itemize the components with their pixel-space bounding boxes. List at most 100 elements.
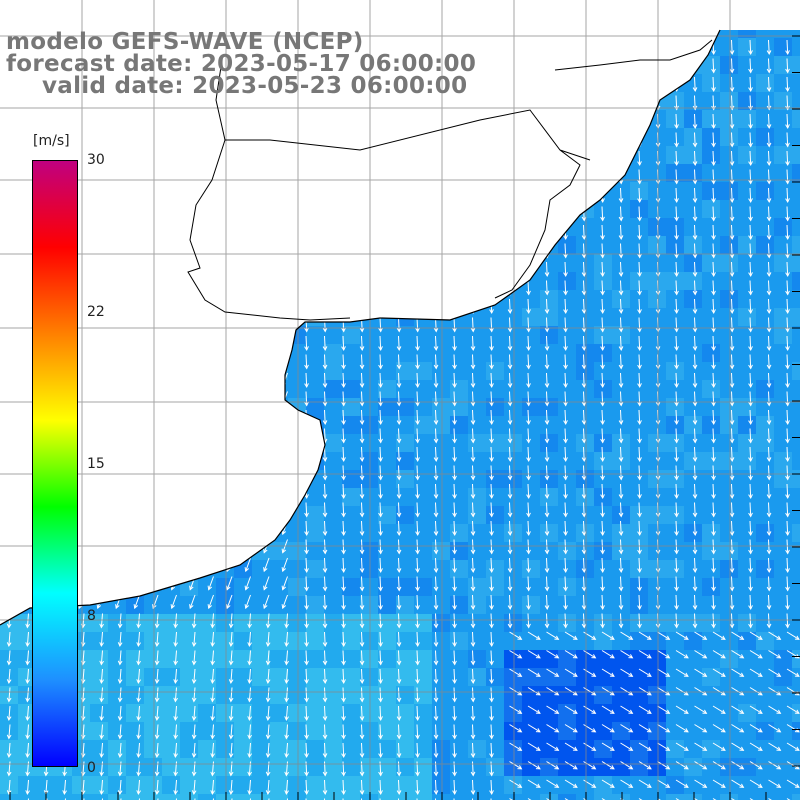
wind-arrow (692, 317, 698, 333)
speed-cell (630, 758, 648, 776)
speed-cell (666, 128, 684, 146)
speed-cell (378, 704, 396, 722)
speed-cell (432, 380, 450, 398)
speed-cell (576, 758, 594, 776)
speed-cell (216, 794, 234, 800)
speed-cell (576, 362, 594, 380)
speed-cell (486, 578, 504, 596)
speed-cell (288, 362, 306, 380)
wind-arrow (396, 317, 402, 333)
speed-cell (576, 416, 594, 434)
speed-cell (432, 614, 450, 632)
speed-cell (738, 524, 756, 542)
speed-cell (720, 30, 738, 38)
speed-cell (504, 650, 522, 668)
speed-cell (702, 524, 720, 542)
speed-cell (432, 704, 450, 722)
speed-cell (270, 560, 288, 578)
speed-cell (522, 506, 540, 524)
wind-arrow (692, 298, 698, 315)
speed-cell (630, 578, 648, 596)
speed-cell (612, 668, 630, 686)
speed-cell (270, 668, 288, 686)
wind-arrow (470, 354, 476, 370)
speed-cell (468, 578, 486, 596)
wind-arrow (600, 354, 605, 370)
speed-cell (144, 794, 162, 800)
speed-cell (252, 758, 270, 776)
speed-cell (720, 614, 738, 632)
wind-arrow (415, 502, 420, 518)
speed-cell (270, 596, 288, 614)
speed-cell (738, 632, 756, 650)
speed-cell (324, 398, 342, 416)
speed-cell (414, 632, 432, 650)
speed-cell (774, 650, 792, 668)
wind-arrow (544, 261, 550, 278)
speed-cell (648, 776, 666, 794)
speed-cell (468, 614, 486, 632)
speed-cell (612, 776, 630, 794)
speed-cell (432, 596, 450, 614)
speed-cell (594, 740, 612, 758)
speed-cell (504, 794, 522, 800)
wind-arrow (581, 317, 587, 333)
speed-cell (594, 794, 612, 800)
wind-arrow (766, 298, 772, 315)
wind-arrow (766, 483, 772, 500)
speed-cell (342, 326, 360, 344)
speed-cell (792, 650, 800, 668)
speed-cell (252, 686, 270, 704)
speed-cell (666, 668, 684, 686)
speed-cell (630, 344, 648, 362)
speed-cell (594, 398, 612, 416)
speed-cell (612, 362, 630, 380)
speed-cell (288, 578, 306, 596)
wind-arrow (785, 391, 790, 407)
wind-arrow (526, 557, 531, 574)
wind-arrow (507, 465, 513, 481)
speed-cell (486, 362, 504, 380)
speed-cell (414, 776, 432, 794)
wind-arrow (692, 520, 698, 537)
speed-cell (756, 254, 774, 272)
wind-arrow (711, 428, 716, 444)
speed-cell (630, 740, 648, 758)
wind-arrow (341, 557, 346, 574)
speed-cell (486, 398, 504, 416)
speed-cell (558, 416, 576, 434)
speed-cell (540, 542, 558, 560)
speed-cell (756, 722, 774, 740)
wind-arrow (244, 576, 251, 591)
wind-arrow (785, 280, 790, 296)
speed-cell (108, 614, 126, 632)
wind-arrow (322, 576, 328, 592)
speed-cell (540, 704, 558, 722)
wind-arrow (378, 576, 383, 592)
speed-cell (738, 164, 756, 182)
speed-cell (576, 578, 594, 596)
speed-cell (666, 272, 684, 290)
speed-cell (108, 650, 126, 668)
wind-arrow (563, 298, 568, 315)
wind-arrow (692, 150, 698, 167)
speed-cell (162, 704, 180, 722)
speed-cell (504, 686, 522, 704)
wind-arrow (600, 206, 605, 222)
speed-cell (702, 290, 720, 308)
speed-cell (630, 650, 648, 668)
speed-cell (774, 416, 792, 434)
wind-arrow (600, 576, 605, 592)
wind-arrow (378, 594, 383, 611)
speed-cell (702, 254, 720, 272)
speed-cell (540, 434, 558, 452)
wind-arrow (748, 224, 753, 241)
speed-cell (792, 290, 800, 308)
wind-arrow (507, 391, 513, 407)
speed-cell (180, 596, 198, 614)
speed-cell (702, 128, 720, 146)
speed-cell (162, 722, 180, 740)
speed-cell (486, 614, 504, 632)
speed-cell (648, 668, 666, 686)
speed-cell (18, 758, 36, 776)
